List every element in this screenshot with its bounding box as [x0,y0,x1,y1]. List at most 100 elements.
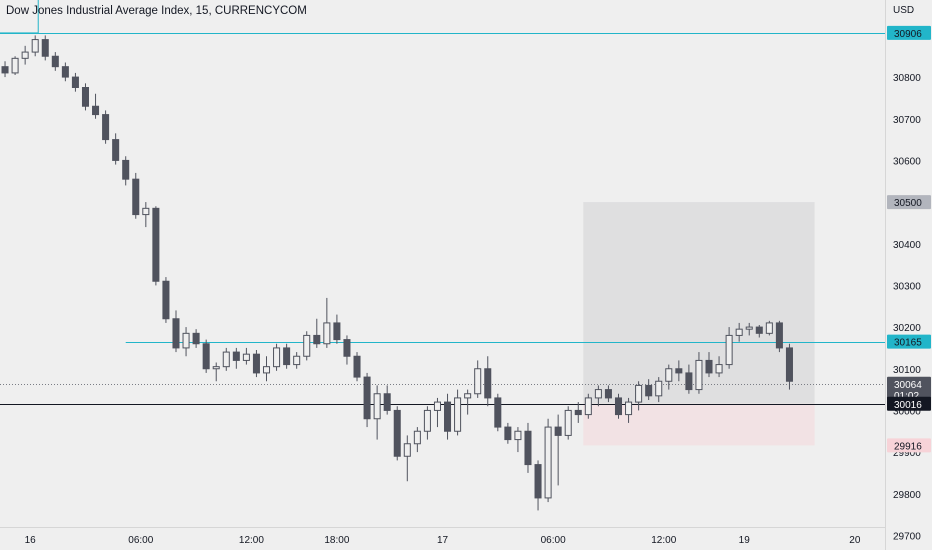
currency-label: USD [893,5,914,16]
candle-body [735,328,743,336]
candle-body [81,87,90,107]
y-tick-label: 30000 [893,406,921,417]
x-tick-label: 16 [25,535,37,546]
selection-box [0,0,39,34]
candle-body [313,334,321,345]
x-tick-label: 18:00 [324,535,349,546]
price-tag [887,438,931,453]
candle-body [343,339,351,357]
candle-body [584,397,592,416]
candle-body [283,347,291,366]
candle-body [775,322,783,349]
candle-body [273,347,281,368]
candle-body [765,322,773,334]
candle-body [202,343,210,370]
x-tick-label: 17 [437,535,449,546]
candle-body [403,443,411,457]
candle-body [484,368,492,399]
candle-body [695,359,703,391]
candle-body [383,393,391,411]
price-tag [887,25,931,40]
candle-body [232,351,240,361]
price-tag [887,195,931,210]
y-tick-label: 30700 [893,115,921,126]
candle-body [51,55,59,68]
candle-body [112,139,120,161]
candle-body [564,409,572,436]
candle-body [755,326,763,334]
candle-body [715,364,723,374]
price-tag-label: 30906 [894,29,922,40]
y-tick-label: 29800 [893,490,921,501]
chart-title: Dow Jones Industrial Average Index, 15, … [6,5,307,17]
candle-body [353,355,361,378]
candle-body [413,430,421,445]
x-tick-label: 19 [739,535,751,546]
price-tag [887,334,931,349]
y-tick-label: 30800 [893,73,921,84]
candle-body [222,351,230,368]
price-tag-label: 30064 [894,380,922,391]
y-tick-label: 30300 [893,281,921,292]
candle-body [252,353,260,374]
candle-body [635,384,643,403]
candle-body [745,326,753,330]
candle-body [554,426,562,436]
candle-body [192,332,200,345]
candle-body [21,51,29,59]
candle-body [464,393,472,399]
candle-body [524,430,532,466]
candle-body [323,322,331,345]
candle-body [11,57,19,74]
candle-body [152,207,160,282]
candle-body [132,178,140,216]
candle-body [182,332,190,349]
candle-body [544,426,552,499]
candle-body [444,401,452,432]
candle-body [594,389,602,399]
candle-body [655,380,663,397]
y-tick-label: 30100 [893,365,921,376]
price-tag-label: 30016 [894,400,922,411]
price-tag-label: 30165 [894,338,922,349]
candle-body [645,384,653,397]
candle-body [574,409,582,416]
x-tick-label: 12:00 [239,535,264,546]
y-tick-label: 30400 [893,240,921,251]
price-tag [887,396,931,411]
y-tick-label: 30200 [893,323,921,334]
candle-body [665,368,673,382]
candle-body [373,393,381,420]
candle-body [293,355,301,366]
candle-body [41,39,49,57]
candle-body [494,397,502,428]
price-tag-label: 30500 [894,198,922,209]
x-tick-label: 06:00 [128,535,153,546]
candle-body [61,66,69,78]
candle-body [102,114,110,141]
candle-body [162,280,170,320]
price-tag-countdown: 01:02 [894,391,919,402]
candle-body [172,318,180,349]
candle-body [534,464,542,499]
candle-body [614,397,623,416]
candle-body [1,66,9,74]
candle-body [504,426,512,441]
candle-body [142,207,150,216]
price-tag-label: 29916 [894,441,922,452]
candle-body [303,334,311,357]
candle-body [363,376,371,420]
candle-body [71,76,79,89]
candle-body [433,401,441,411]
price-tag [887,376,931,401]
x-tick-label: 12:00 [651,535,676,546]
candle-body [122,159,130,180]
candle-body [725,334,733,366]
candle-body [675,368,683,374]
candle-body [92,105,100,116]
candle-body [604,389,612,399]
y-tick-label: 29700 [893,531,921,542]
candle-body [514,430,522,441]
